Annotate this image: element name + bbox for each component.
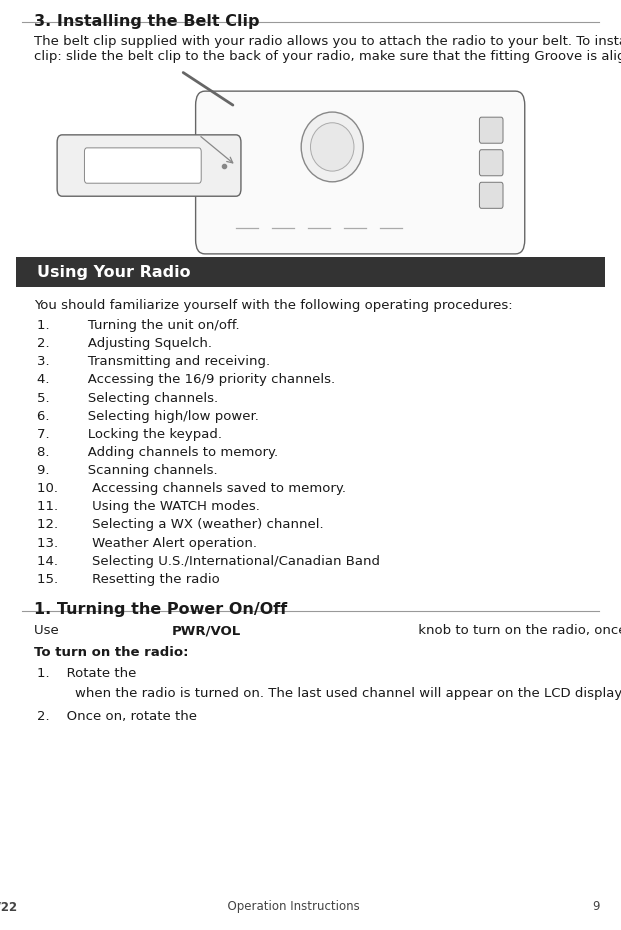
Text: 5.         Selecting channels.: 5. Selecting channels. [37,392,219,405]
Text: LHR-20/22: LHR-20/22 [0,900,17,913]
FancyBboxPatch shape [479,150,503,176]
Text: PWR/VOL: PWR/VOL [172,625,242,637]
Text: 1.         Turning the unit on/off.: 1. Turning the unit on/off. [37,319,240,332]
Text: 2.    Once on, rotate the: 2. Once on, rotate the [37,711,201,723]
Text: 10.        Accessing channels saved to memory.: 10. Accessing channels saved to memory. [37,482,347,495]
Ellipse shape [310,123,354,171]
Text: knob to turn on the radio, once on, adjust the volume as well.: knob to turn on the radio, once on, adju… [414,625,621,637]
Text: Using Your Radio: Using Your Radio [37,264,191,280]
FancyBboxPatch shape [196,91,525,254]
Text: 2.         Adjusting Squelch.: 2. Adjusting Squelch. [37,338,212,350]
Text: 1.    Rotate the: 1. Rotate the [37,668,141,680]
Text: 9.         Scanning channels.: 9. Scanning channels. [37,464,218,477]
Text: To turn on the radio:: To turn on the radio: [34,645,189,658]
Text: 11.        Using the WATCH modes.: 11. Using the WATCH modes. [37,500,260,513]
FancyBboxPatch shape [16,257,605,287]
Text: 6.         Selecting high/low power.: 6. Selecting high/low power. [37,409,259,422]
Text: 15.        Resetting the radio: 15. Resetting the radio [37,573,220,586]
Text: Use: Use [34,625,63,637]
FancyBboxPatch shape [84,148,201,183]
Text: 13.        Weather Alert operation.: 13. Weather Alert operation. [37,537,257,550]
Ellipse shape [301,113,363,182]
Text: 14.        Selecting U.S./International/Canadian Band: 14. Selecting U.S./International/Canadia… [37,554,380,567]
Text: 9: 9 [592,900,599,913]
Text: Operation Instructions: Operation Instructions [220,900,360,913]
Text: You should familiarize yourself with the following operating procedures:: You should familiarize yourself with the… [34,299,513,312]
Text: The belt clip supplied with your radio allows you to attach the radio to your be: The belt clip supplied with your radio a… [34,35,621,63]
FancyBboxPatch shape [57,135,241,196]
Text: when the radio is turned on. The last used channel will appear on the LCD displa: when the radio is turned on. The last us… [75,686,621,699]
Text: 3.         Transmitting and receiving.: 3. Transmitting and receiving. [37,355,270,368]
Text: 1. Turning the Power On/Off: 1. Turning the Power On/Off [34,603,288,618]
Text: 4.         Accessing the 16/9 priority channels.: 4. Accessing the 16/9 priority channels. [37,373,335,386]
Text: 12.        Selecting a WX (weather) channel.: 12. Selecting a WX (weather) channel. [37,518,324,531]
FancyBboxPatch shape [479,117,503,143]
Text: 8.         Adding channels to memory.: 8. Adding channels to memory. [37,445,278,458]
Text: 3. Installing the Belt Clip: 3. Installing the Belt Clip [34,14,260,29]
FancyBboxPatch shape [479,182,503,208]
Text: 7.         Locking the keypad.: 7. Locking the keypad. [37,428,222,441]
